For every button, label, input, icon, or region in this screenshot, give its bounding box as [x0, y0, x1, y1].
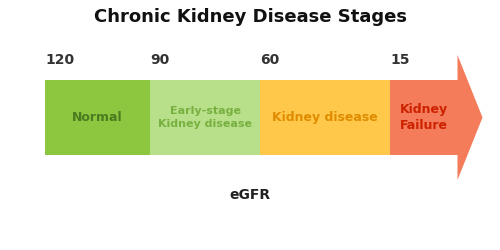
Bar	[150, 80, 260, 155]
Bar	[390, 80, 458, 155]
Text: Chronic Kidney Disease Stages: Chronic Kidney Disease Stages	[94, 8, 406, 26]
Text: Kidney disease: Kidney disease	[272, 111, 378, 124]
Text: Normal: Normal	[72, 111, 123, 124]
Text: Early-stage
Kidney disease: Early-stage Kidney disease	[158, 106, 252, 129]
Text: 90: 90	[150, 54, 169, 68]
Bar	[260, 80, 390, 155]
Text: eGFR: eGFR	[230, 188, 270, 202]
Bar	[45, 80, 150, 155]
Text: 15: 15	[390, 54, 409, 68]
Text: 120: 120	[45, 54, 74, 68]
Text: 60: 60	[260, 54, 279, 68]
Text: Kidney
Failure: Kidney Failure	[400, 103, 448, 132]
Polygon shape	[458, 55, 482, 180]
